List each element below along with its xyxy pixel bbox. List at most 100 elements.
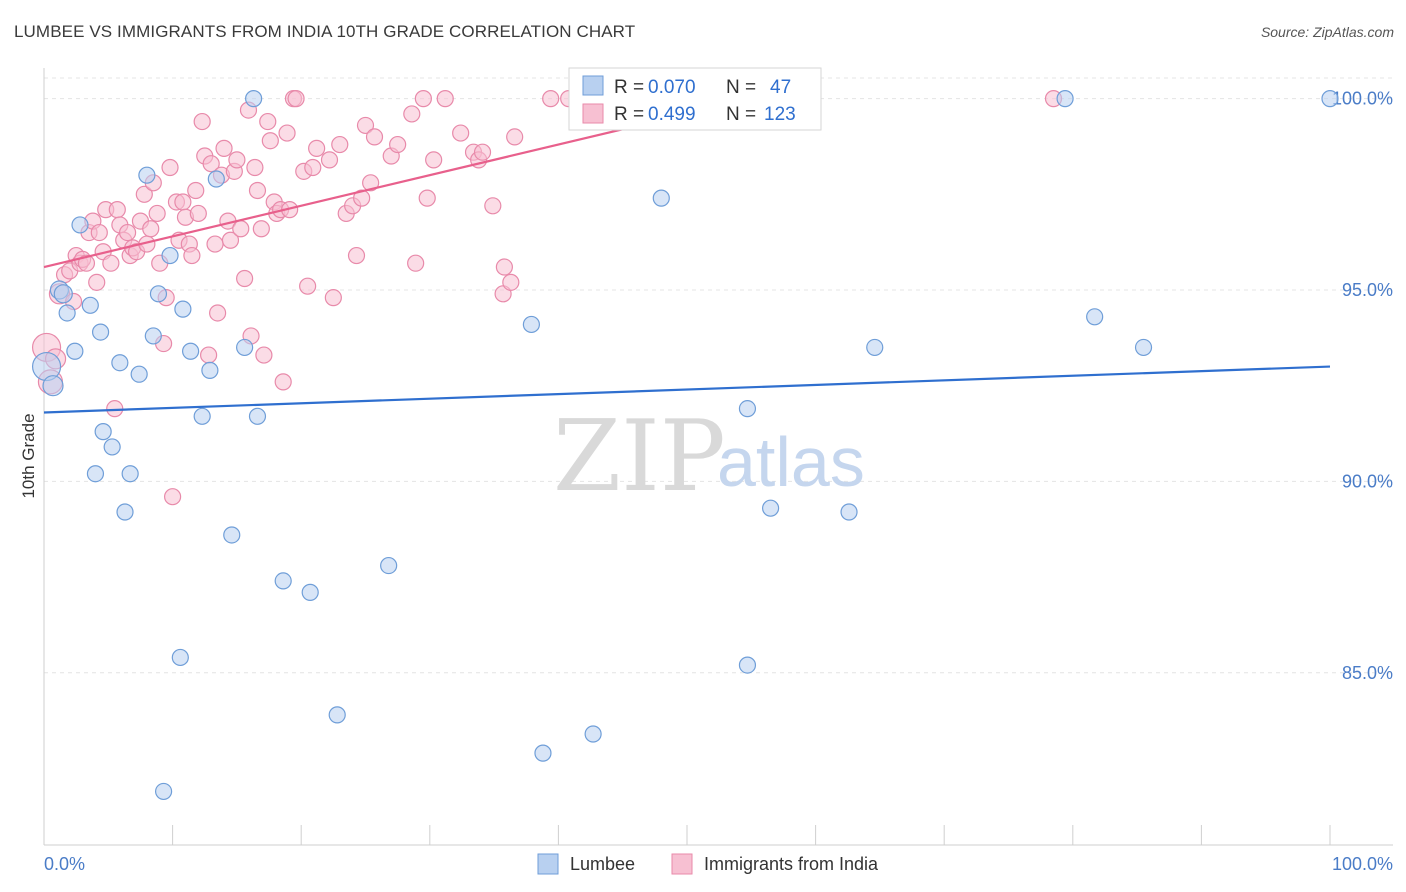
india-point — [407, 254, 425, 272]
india-point — [142, 220, 160, 238]
india-point — [287, 90, 305, 108]
india-point — [365, 128, 384, 146]
india-point — [299, 277, 317, 295]
lumbee-point — [94, 423, 112, 441]
india-point — [135, 185, 153, 203]
india-point — [209, 304, 227, 322]
lumbee-point — [223, 526, 241, 544]
india-point — [164, 488, 182, 506]
x-tick-label-min: 0.0% — [44, 854, 85, 874]
india-point — [347, 246, 366, 265]
legend-r-label-2: R = — [614, 104, 644, 125]
legend: R = 0.070 N = 47 R = 0.499 N = 123 — [568, 67, 822, 131]
india-point — [261, 132, 279, 150]
india-point — [193, 112, 211, 131]
chart-source: Source: ZipAtlas.com — [1260, 24, 1394, 40]
india-point — [274, 373, 292, 391]
india-point — [252, 220, 270, 238]
lumbee-point — [840, 503, 858, 521]
lumbee-point — [1321, 90, 1339, 108]
legend-swatch-india — [582, 103, 604, 124]
india-point — [221, 231, 240, 249]
legend-n-value-1: 47 — [770, 77, 791, 98]
india-point — [425, 151, 443, 169]
lumbee-points — [31, 90, 1339, 801]
lumbee-point — [245, 90, 263, 108]
india-point — [106, 400, 124, 418]
india-point — [356, 116, 375, 135]
bottom-legend-swatch-lumbee — [537, 853, 559, 875]
lumbee-point — [207, 170, 225, 188]
lumbee-point — [138, 166, 156, 184]
watermark: ZIP atlas — [553, 400, 865, 514]
trend-lines — [43, 97, 1331, 414]
lumbee-point — [121, 465, 139, 483]
lumbee-point — [116, 503, 134, 521]
lumbee-point — [161, 246, 179, 265]
lumbee-point — [328, 706, 346, 724]
india-point — [495, 258, 513, 276]
india-point — [187, 181, 205, 200]
lumbee-trend-line — [43, 365, 1331, 414]
bottom-legend-label-lumbee: Lumbee — [570, 854, 635, 874]
india-point — [418, 189, 436, 207]
lumbee-point — [103, 438, 121, 456]
lumbee-point — [86, 465, 105, 483]
y-axis-label: 10th Grade — [19, 413, 38, 498]
lumbee-point — [154, 782, 173, 801]
lumbee-point — [522, 315, 540, 334]
india-point — [236, 269, 254, 288]
india-point — [452, 124, 470, 142]
india-point — [506, 128, 524, 146]
lumbee-point — [182, 342, 200, 360]
lumbee-point — [1086, 308, 1104, 326]
india-point — [353, 189, 371, 207]
lumbee-point — [66, 342, 84, 360]
lumbee-point — [866, 338, 884, 357]
lumbee-point — [58, 304, 76, 322]
india-point — [108, 201, 126, 219]
india-point — [90, 223, 108, 242]
lumbee-point — [149, 285, 168, 303]
legend-r-value-1: 0.070 — [648, 77, 696, 98]
legend-r-value-2: 0.499 — [648, 104, 696, 125]
india-point — [148, 204, 166, 223]
lumbee-point — [130, 365, 148, 383]
lumbee-point — [81, 296, 99, 314]
legend-swatch-lumbee — [582, 75, 604, 96]
india-point — [215, 139, 233, 157]
india-point — [324, 289, 342, 307]
bottom-legend-swatch-india — [671, 853, 693, 875]
lumbee-point — [584, 725, 602, 743]
india-point — [200, 346, 218, 364]
chart-title: LUMBEE VS IMMIGRANTS FROM INDIA 10TH GRA… — [14, 22, 636, 41]
india-point — [102, 254, 120, 272]
lumbee-point — [144, 327, 162, 345]
india-point — [246, 158, 264, 177]
lumbee-point — [174, 300, 192, 318]
lumbee-point — [42, 375, 64, 397]
india-point — [308, 139, 326, 157]
legend-box — [568, 67, 822, 131]
lumbee-point — [761, 499, 780, 517]
y-tick-label: 85.0% — [1342, 663, 1393, 683]
india-point — [259, 112, 277, 131]
india-point — [183, 246, 201, 265]
india-point — [202, 155, 220, 173]
india-point — [248, 181, 267, 200]
india-point — [232, 220, 250, 238]
lumbee-point — [193, 407, 211, 425]
lumbee-point — [201, 361, 219, 379]
bottom-legend-label-india: Immigrants from India — [704, 854, 879, 874]
bottom-legend: Lumbee Immigrants from India — [537, 853, 879, 875]
india-point — [331, 135, 349, 154]
india-point — [320, 151, 339, 169]
india-point — [389, 135, 407, 154]
lumbee-point — [91, 323, 110, 341]
lumbee-point — [652, 189, 670, 207]
y-tick-label: 90.0% — [1342, 471, 1393, 491]
lumbee-point — [171, 648, 189, 667]
lumbee-point — [380, 556, 398, 575]
india-point — [542, 90, 560, 108]
